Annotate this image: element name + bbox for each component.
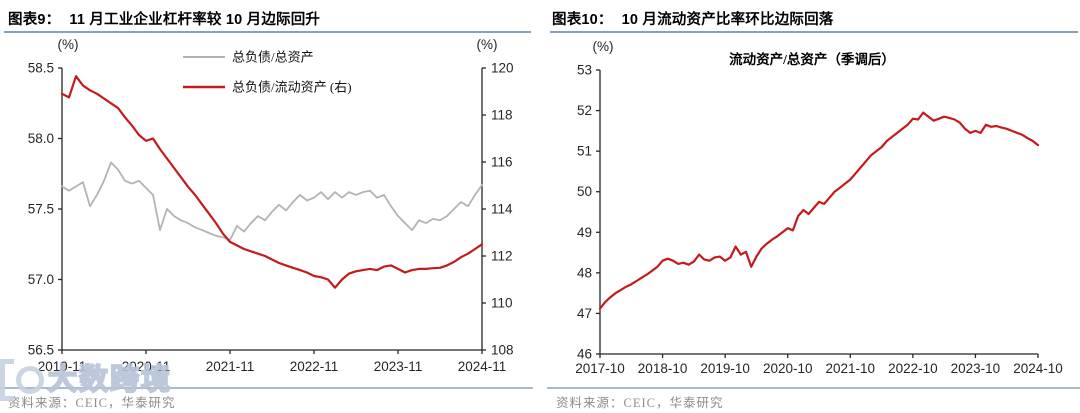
x-tick-label: 2024-11 [458, 359, 507, 374]
figure-9-title: 图表9： 11 月工业企业杠杆率较 10 月边际回升 [8, 8, 320, 29]
source-note: 资料来源：CEIC，华泰研究 [8, 396, 176, 410]
x-tick-label: 2021-11 [206, 359, 255, 374]
x-tick-label: 2018-10 [638, 361, 688, 376]
y-tick-label: 116 [491, 155, 513, 170]
series-current-assets-ratio [598, 111, 1040, 310]
x-tick-label: 2022-11 [290, 359, 339, 374]
x-tick-label: 2020-11 [122, 359, 171, 374]
figure-10-title: 图表10： 10 月流动资产比率环比边际回落 [552, 8, 834, 29]
y-tick-label: 58.0 [28, 131, 54, 146]
y-axis-unit-right: (%) [477, 37, 498, 52]
y-tick-label: 108 [491, 343, 514, 358]
x-tick-label: 2023-10 [951, 361, 1001, 376]
series-total-debt-to-current-assets [60, 75, 484, 289]
y-tick-label: 50 [577, 184, 592, 199]
x-tick-label: 2023-11 [374, 359, 423, 374]
series-total-debt-to-total-assets [61, 161, 483, 241]
y-axis-unit-left: (%) [593, 39, 614, 54]
bottom-rule [547, 387, 1080, 389]
x-tick-label: 2019-11 [38, 359, 87, 374]
x-tick-label: 2019-10 [700, 361, 750, 376]
legend-label: 总负债/流动资产 (右) [232, 80, 352, 95]
figure-10-label: 图表10： [552, 12, 613, 28]
y-tick-label: 114 [491, 202, 513, 217]
y-tick-label: 58.5 [28, 61, 54, 76]
x-tick-label: 2020-10 [763, 361, 813, 376]
y-tick-label: 51 [577, 144, 592, 159]
source-note: 资料来源：CEIC，华泰研究 [556, 396, 724, 410]
y-axis-unit-left: (%) [58, 37, 79, 52]
figure-panel-10: 图表10： 10 月流动资产比率环比边际回落 53 52 51 50 49 48 47 46 20… [540, 0, 1080, 413]
y-tick-label: 57.0 [28, 272, 54, 287]
bottom-rule [0, 387, 533, 389]
y-tick-label: 110 [491, 296, 513, 311]
y-tick-label: 118 [491, 108, 513, 123]
y-tick-label: 47 [577, 306, 592, 321]
x-tick-label: 2021-10 [826, 361, 876, 376]
y-tick-label: 46 [577, 347, 592, 362]
x-tick-label: 2017-10 [575, 361, 625, 376]
y-tick-label: 57.5 [28, 202, 54, 217]
y-tick-label: 53 [577, 63, 592, 78]
figure-9-title-text: 11 月工业企业杠杆率较 10 月边际回升 [69, 12, 321, 28]
figure-panel-9: 图表9： 11 月工业企业杠杆率较 10 月边际回升 58.5 58.0 57.5 57… [0, 8, 533, 410]
figure-10-title-text: 10 月流动资产比率环比边际回落 [621, 12, 834, 28]
y-tick-label: 49 [577, 225, 592, 240]
y-tick-label: 52 [577, 103, 592, 118]
legend-label: 总负债/总资产 [232, 50, 314, 65]
y-tick-label: 48 [577, 265, 592, 280]
leverage-ratio-chart: 58.5 58.0 57.5 57.0 56.5 120 118 116 114 112 110 10… [28, 37, 514, 374]
y-tick-label: 56.5 [28, 343, 54, 358]
title-rule [4, 31, 531, 33]
figure-9-label: 图表9： [8, 12, 61, 28]
x-tick-label: 2024-10 [1013, 361, 1063, 376]
y-tick-label: 120 [491, 61, 514, 76]
y-tick-label: 112 [491, 249, 513, 264]
title-rule [550, 31, 1078, 33]
plot-title: 流动资产/总资产（季调后） [729, 51, 895, 67]
x-tick-label: 2022-10 [888, 361, 938, 376]
